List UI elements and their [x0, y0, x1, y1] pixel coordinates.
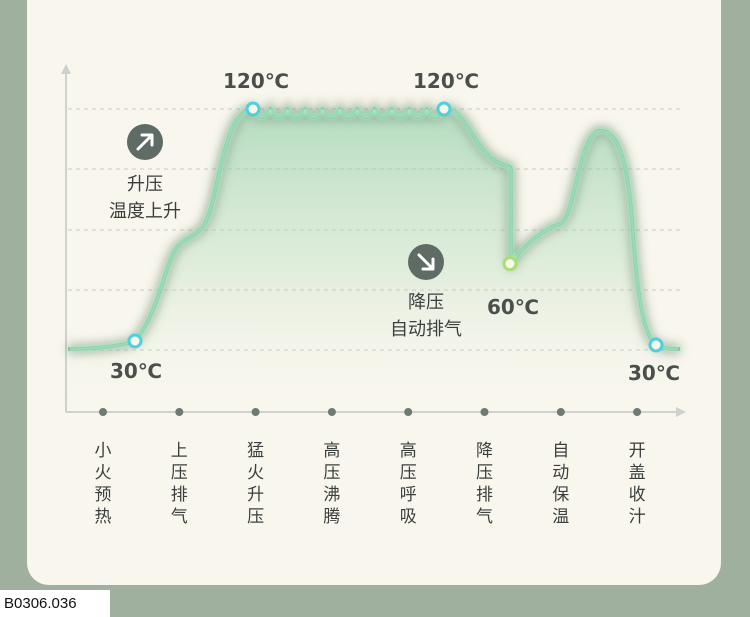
annotation-text: 自动排气: [390, 319, 462, 340]
key-point-marker: [648, 337, 664, 353]
stage-tick: [480, 408, 489, 416]
footer-code: B0306.036: [0, 590, 110, 617]
key-point-label: 120℃: [413, 69, 479, 93]
x-axis-arrow: [676, 407, 686, 417]
key-point-label: 60℃: [487, 295, 539, 319]
key-point-marker: [436, 101, 452, 117]
key-point-label: 30℃: [628, 361, 680, 385]
stage-tick: [404, 408, 413, 416]
stage-label: 开盖收汁: [629, 441, 646, 527]
key-point-label: 30℃: [110, 359, 162, 383]
key-point-marker: [127, 333, 143, 349]
arrow-up-right-icon: [127, 124, 163, 160]
key-point-marker: [502, 256, 518, 272]
stage-label: 猛火升压: [247, 441, 264, 527]
arrow-down-right-icon: [408, 244, 444, 280]
stage-tick: [99, 408, 107, 416]
annotation-text: 温度上升: [109, 201, 181, 222]
annotation-text: 降压: [408, 292, 444, 313]
key-point-label: 120℃: [223, 69, 289, 93]
stage-tick: [633, 408, 642, 416]
stage-tick: [175, 408, 184, 416]
stage-ticks: [99, 408, 642, 416]
stage-label: 高压沸腾: [323, 441, 340, 527]
stage-tick: [556, 408, 565, 416]
stage-label: 高压呼吸: [400, 441, 417, 527]
stage-label: 小火预热: [95, 441, 112, 527]
stage-labels: 小火预热 上压排气 猛火升压 高压沸腾 高压呼吸 降压排气 自动保温 开盖收汁: [95, 441, 646, 527]
stage-tick: [251, 408, 260, 416]
stage-tick: [327, 408, 336, 416]
stage-label: 自动保温: [552, 441, 569, 527]
y-axis-arrow: [61, 64, 71, 74]
stage-label: 上压排气: [171, 441, 188, 527]
curve-line: [67, 107, 681, 351]
stage-label: 降压排气: [476, 441, 493, 527]
key-point-marker: [245, 101, 261, 117]
annotation-text: 升压: [127, 174, 163, 195]
key-point-markers: 30℃ 120℃ 120℃ 60℃ 30℃: [110, 69, 680, 385]
